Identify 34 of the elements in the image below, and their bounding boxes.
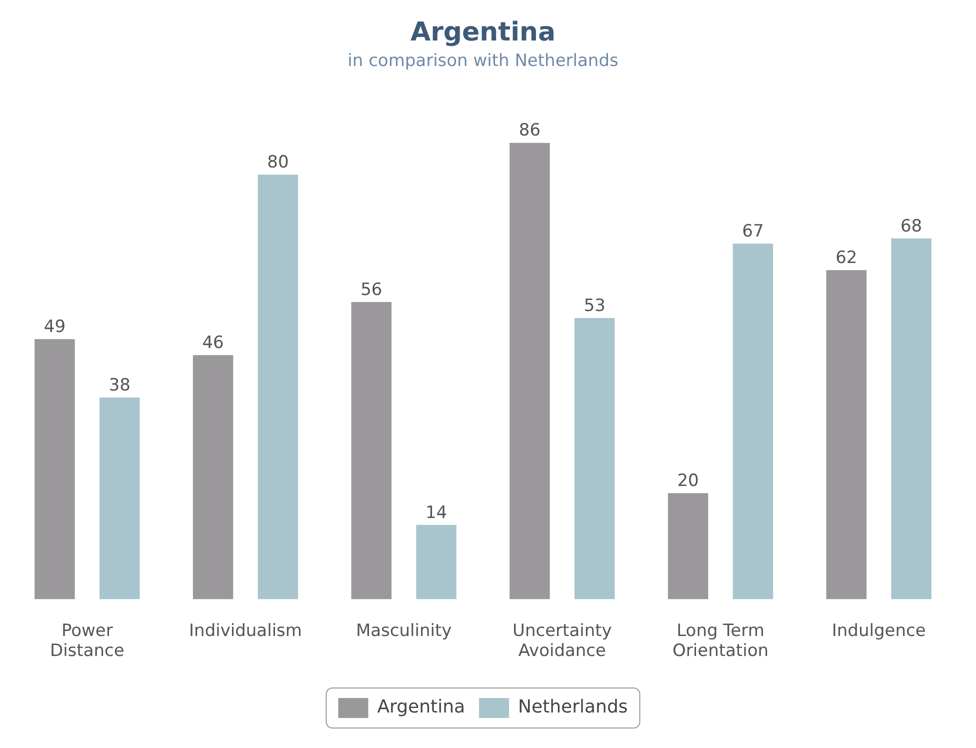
bar [100, 398, 140, 600]
x-tick-label: Individualism [189, 620, 302, 641]
x-tick-label: Indulgence [832, 620, 926, 641]
data-label: 68 [900, 216, 922, 236]
x-tick-label: Masculinity [356, 620, 452, 641]
bar [351, 302, 392, 600]
bar [416, 524, 456, 600]
data-label: 62 [836, 248, 858, 268]
bar [192, 355, 234, 600]
data-label: 67 [742, 222, 764, 242]
bar [826, 270, 866, 600]
bar [891, 238, 932, 600]
bar [668, 493, 708, 600]
bar [34, 339, 75, 600]
data-label: 14 [425, 502, 448, 523]
data-label: 49 [44, 317, 66, 338]
data-label: 80 [267, 152, 289, 173]
legend-label: Argentina [377, 696, 466, 718]
chart-title: Argentina [410, 17, 556, 48]
x-tick-label: Long Term Orientation [672, 620, 768, 662]
data-label: 46 [202, 333, 224, 354]
data-label: 86 [518, 120, 541, 141]
data-label: 20 [677, 470, 699, 491]
bar [258, 174, 298, 600]
x-tick-label: Power Distance [50, 620, 124, 662]
data-label: 53 [584, 296, 606, 316]
bar [574, 318, 615, 600]
data-label: 38 [108, 375, 130, 396]
bar [510, 142, 550, 600]
legend-label: Netherlands [518, 696, 628, 718]
data-label: 56 [360, 280, 382, 300]
bar [732, 244, 774, 600]
x-tick-label: Uncertainty Avoidance [512, 620, 612, 662]
chart-subtitle: in comparison with Netherlands [348, 50, 618, 71]
